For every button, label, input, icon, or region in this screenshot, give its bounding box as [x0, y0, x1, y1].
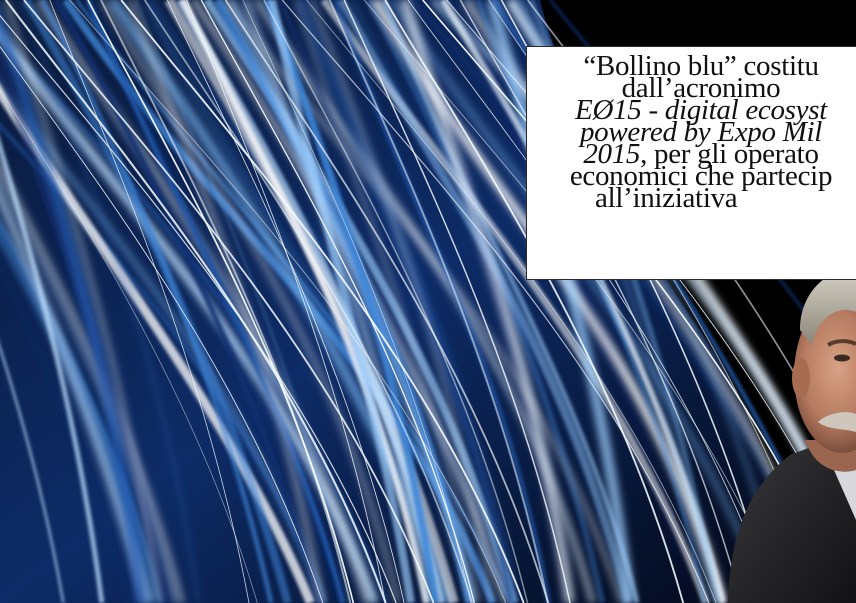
light-streak [0, 138, 105, 603]
light-streak [40, 0, 274, 603]
light-streak [254, 0, 596, 603]
light-streak [100, 0, 352, 603]
light-streak [53, 0, 324, 603]
light-streak [263, 0, 439, 603]
light-streak [308, 0, 495, 603]
light-streak [180, 0, 431, 603]
light-streak [200, 0, 476, 603]
caption-line: all’iniziativa [595, 182, 738, 214]
caption-line: “Bollino blu” costitu [583, 50, 819, 82]
light-streak [224, 0, 550, 603]
caption-line: 2015, per gli operato [527, 140, 856, 169]
light-streak [420, 0, 565, 603]
light-streak [87, 0, 355, 603]
caption-line-rest: , per gli operato [640, 138, 819, 170]
light-streak [69, 0, 507, 603]
light-streak [281, 0, 710, 603]
light-streak [295, 0, 480, 603]
light-streak [399, 0, 575, 603]
light-streak [0, 89, 258, 603]
caption-line: powered by Expo Mil [579, 116, 823, 148]
light-streak [0, 262, 129, 603]
light-streak [18, 0, 200, 603]
light-streak [0, 83, 315, 603]
light-streak [0, 160, 184, 603]
light-streak [23, 0, 435, 603]
light-streak [0, 14, 397, 603]
light-streak [296, 0, 521, 603]
caption-box: “Bollino blu” costitu dall’acronimo EØ15… [526, 46, 856, 280]
light-streak [3, 0, 162, 603]
caption-text: “Bollino blu” costitu dall’acronimo EØ15… [527, 50, 856, 214]
light-streak [120, 0, 525, 603]
light-streak [242, 0, 472, 603]
light-streak [263, 0, 529, 603]
caption-line: EØ15 - digital ecosyst [575, 94, 827, 126]
light-streak [0, 46, 324, 603]
light-streak [99, 0, 402, 603]
light-streak [306, 0, 717, 603]
caption-year: 2015 [583, 138, 641, 170]
caption-line: economici che partecip [569, 160, 833, 192]
light-streak [49, 0, 250, 603]
caption-line: dall’acronimo [621, 72, 781, 104]
light-streak [126, 0, 325, 603]
light-streak [186, 0, 386, 603]
light-streak [144, 0, 474, 603]
light-streak [4, 0, 387, 603]
light-streak [267, 0, 415, 603]
light-streak [0, 344, 65, 603]
light-streak [34, 0, 373, 603]
light-streak [343, 0, 571, 603]
light-streak [242, 0, 434, 603]
light-streak [460, 0, 691, 603]
light-streak [166, 0, 405, 603]
light-streak [328, 0, 549, 603]
light-streak [0, 83, 326, 603]
light-streak [381, 0, 640, 603]
